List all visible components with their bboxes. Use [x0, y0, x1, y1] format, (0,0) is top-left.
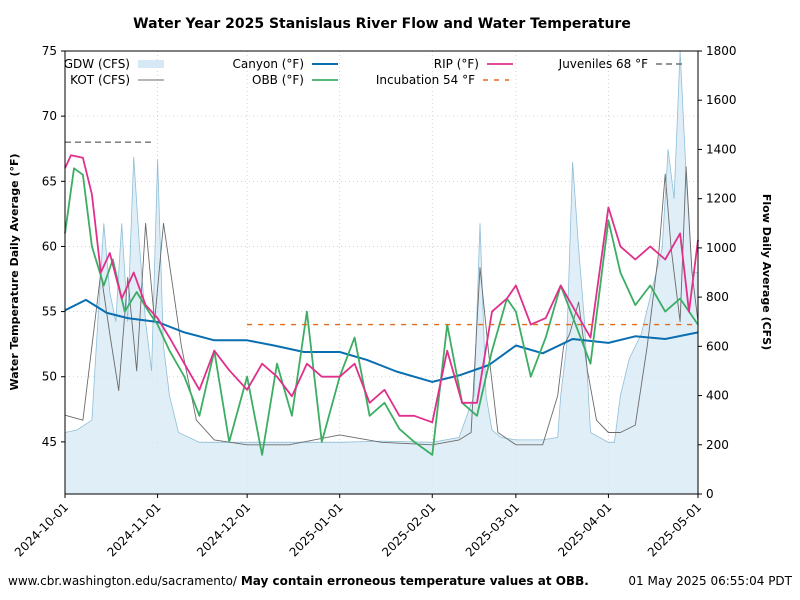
y-tick-label: 65	[42, 174, 57, 188]
series-area-gdw-cfs	[65, 51, 698, 494]
y2-tick-label: 1200	[706, 192, 737, 206]
y-tick-label: 55	[42, 305, 57, 319]
x-tick-label: 2025-02-01	[379, 500, 438, 559]
y2-tick-label: 0	[706, 487, 714, 501]
legend-label-kot-cfs: KOT (CFS)	[70, 73, 130, 87]
x-tick-label: 2024-10-01	[12, 500, 71, 559]
y2-tick-label: 1600	[706, 93, 737, 107]
y2-tick-label: 600	[706, 339, 729, 353]
legend-label-canyon-f: Canyon (°F)	[233, 57, 304, 71]
flow-area-layer	[64, 50, 698, 494]
y-tick-label: 75	[42, 44, 57, 58]
x-tick-label: 2025-03-01	[463, 500, 522, 559]
x-tick-label: 2024-12-01	[194, 500, 253, 559]
legend-label-rip-f: RIP (°F)	[434, 57, 479, 71]
chart-title: Water Year 2025 Stanislaus River Flow an…	[133, 16, 631, 32]
x-tick-label: 2025-04-01	[555, 500, 614, 559]
x-tick-label: 2025-05-01	[645, 500, 704, 559]
footer-url[interactable]: www.cbr.washington.edu/sacramento/	[8, 574, 237, 588]
y2-tick-label: 1000	[706, 241, 737, 255]
y-tick-label: 60	[42, 239, 57, 253]
footer-note: May contain erroneous temperature values…	[240, 574, 589, 588]
footer-timestamp: 01 May 2025 06:55:04 PDT	[628, 574, 792, 588]
x-tick-label: 2025-01-01	[287, 500, 346, 559]
series-line-kot-cfs	[64, 166, 699, 446]
y2-tick-label: 1400	[706, 142, 737, 156]
series-line-gdw-cfs	[64, 50, 698, 443]
y2-tick-label: 1800	[706, 44, 737, 58]
y2-tick-label: 400	[706, 389, 729, 403]
legend-label-juveniles-68-f: Juveniles 68 °F	[558, 57, 648, 71]
x-tick-label: 2024-11-01	[104, 500, 163, 559]
legend-label-obb-f: OBB (°F)	[252, 73, 304, 87]
footer-source: www.cbr.washington.edu/sacramento/ May c…	[8, 574, 589, 588]
y2-axis-title: Flow Daily Average (CFS)	[760, 194, 773, 350]
series-line-obb-f	[64, 167, 699, 456]
legend-swatch-gdw-cfs	[138, 60, 164, 68]
series-line-rip-f	[64, 154, 699, 424]
y-axis-title: Water Temperature Daily Average (°F)	[8, 153, 21, 390]
plot-frame	[64, 50, 699, 495]
legend-label-incubation-54-f: Incubation 54 °F	[376, 73, 475, 87]
series-lines-layer	[64, 141, 699, 456]
y-tick-label: 70	[42, 109, 57, 123]
legend-label-gdw-cfs: GDW (CFS)	[64, 57, 130, 71]
y-tick-label: 45	[42, 435, 57, 449]
y2-tick-label: 200	[706, 438, 729, 452]
series-line-canyon-f	[64, 298, 699, 383]
legend: GDW (CFS) KOT (CFS) Canyon (°F) OBB (°F) RIP…	[64, 57, 682, 87]
y2-tick-label: 800	[706, 290, 729, 304]
y-tick-label: 50	[42, 370, 57, 384]
